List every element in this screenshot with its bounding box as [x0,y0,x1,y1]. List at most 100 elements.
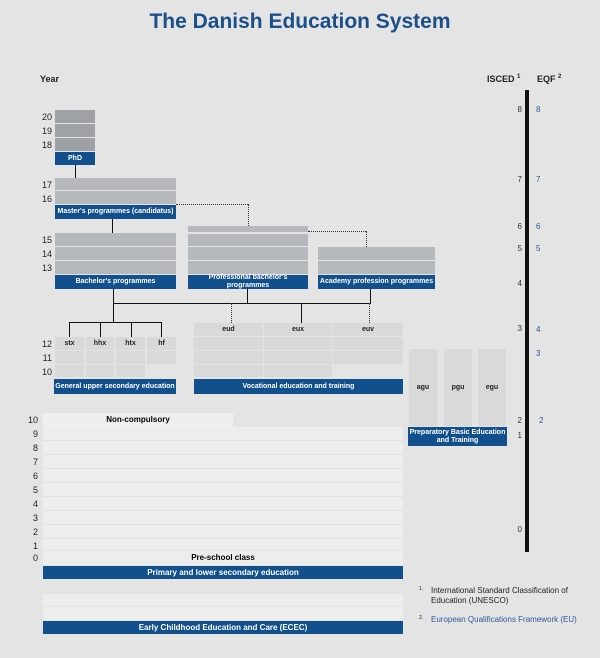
year-13: 13 [41,263,52,273]
isced-2: 2 [517,416,522,425]
prof-bachelor-year [188,247,308,260]
dotted-connector [248,204,249,226]
school-year-6: 6 [32,471,38,481]
eqf-8: 8 [536,105,541,114]
track-htx: htx [116,337,145,350]
isced-1: 1 [517,431,522,440]
isced-7: 7 [517,175,522,184]
academy-label: Academy profession programmes [318,275,435,289]
academy-year [318,261,435,274]
dotted-connector [176,204,248,205]
footnote-eqf: 2. European Qualifications Framework (EU… [419,615,577,624]
year-12: 12 [41,339,52,349]
school-year-3: 3 [32,513,38,523]
voc-cell [333,337,403,350]
upper-cell [55,351,84,364]
eqf-2: 2 [539,416,544,425]
isced-header: ISCED 1 [487,74,521,84]
eqf-7: 7 [536,175,541,184]
connector [113,289,114,303]
track-eud: eud [194,323,263,336]
masters-year [55,191,176,204]
upper-cell [116,351,145,364]
year-10: 10 [41,367,52,377]
prof-bachelor-year [188,234,308,246]
primary-label: Primary and lower secondary education [43,566,403,579]
track-pgu: pgu [444,349,472,426]
general-upper-label: General upper secondary education [54,379,176,394]
non-compulsory-row: Non-compulsory [43,413,233,427]
masters-label: Master's programmes (candidatus) [55,205,176,219]
masters-year [55,178,176,190]
level-divider [525,90,529,552]
eqf-3: 3 [536,349,541,358]
connector [69,322,162,323]
isced-4: 4 [517,279,522,288]
voc-cell [264,337,332,350]
voc-cell [333,351,403,364]
school-year-1: 1 [32,541,38,551]
eqf-4: 4 [536,325,541,334]
preparatory-label: Preparatory Basic Education and Training [408,427,507,446]
year-18: 18 [41,140,52,150]
eqf-5: 5 [536,244,541,253]
bachelor-label: Bachelor's programmes [55,275,176,289]
preschool-row: Pre-school class [43,551,403,565]
connector [370,289,371,303]
primary-year-rows [43,427,403,550]
dotted-connector [308,231,366,232]
voc-cell [264,351,332,364]
academy-year [318,247,435,260]
voc-cell [264,365,332,377]
isced-3: 3 [517,324,522,333]
voc-cell [194,365,263,377]
phd-label: PhD [55,152,95,165]
connector [161,322,162,337]
track-egu: egu [478,349,506,426]
voc-cell [194,351,263,364]
voc-cell [194,337,263,350]
year-19: 19 [41,126,52,136]
upper-cell [55,365,84,377]
bachelor-year [55,233,176,246]
connector [75,165,76,178]
connector [247,289,248,303]
ecec-row [43,594,403,606]
connector [131,322,132,337]
dotted-connector [366,231,367,247]
isced-8: 8 [517,105,522,114]
track-euv: euv [333,323,403,336]
school-year-9: 9 [32,429,38,439]
prof-bachelor-year [188,261,308,274]
isced-0: 0 [517,525,522,534]
dotted-connector [231,303,232,323]
upper-cell [86,351,114,364]
upper-cell [86,365,114,377]
isced-5: 5 [517,244,522,253]
ecec-row [43,607,403,620]
vocational-label: Vocational education and training [194,379,403,394]
track-hhx: hhx [86,337,114,350]
isced-6: 6 [517,222,522,231]
phd-year [55,138,95,151]
track-agu: agu [409,349,437,426]
school-year-10: 10 [27,415,38,425]
page-title: The Danish Education System [149,10,451,33]
eqf-6: 6 [536,222,541,231]
year-15: 15 [41,235,52,245]
eqf-header: EQF 2 [537,74,562,84]
footnote-isced: 1. International Standard Classification… [419,586,568,605]
school-year-8: 8 [32,443,38,453]
school-year-5: 5 [32,485,38,495]
dotted-connector [369,303,370,323]
bachelor-year [55,261,176,274]
bachelor-year [55,247,176,260]
connector [113,303,114,323]
track-hf: hf [147,337,176,350]
connector [69,322,70,337]
prof-bachelor-year [188,226,308,232]
track-eux: eux [264,323,332,336]
upper-cell [147,351,176,364]
prof-bachelor-label: Professional bachelor's programmes [188,274,308,289]
year-11: 11 [42,353,52,363]
